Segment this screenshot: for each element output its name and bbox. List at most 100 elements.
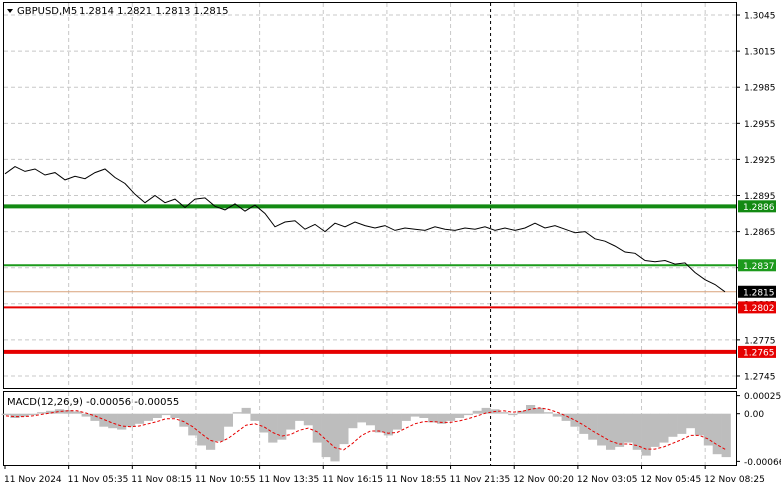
level-label-box-1.2886 [738, 200, 776, 213]
ohlc-values: 1.2814 1.2821 1.2813 1.2815 [79, 6, 229, 17]
x-tick-label: 11 Nov 08:15 [131, 475, 192, 485]
horizontal-levels[interactable] [4, 204, 736, 354]
level-label-box-1.2837 [738, 259, 776, 272]
macd-bar [63, 410, 73, 414]
x-tick-label: 12 Nov 05:45 [641, 475, 702, 485]
macd-bar [348, 413, 358, 429]
macd-bar [561, 413, 571, 421]
macd-bar [197, 413, 207, 446]
macd-bar [677, 413, 687, 434]
macd-bar [330, 413, 340, 462]
macd-bar [170, 413, 180, 418]
y-tick-label: 1.2925 [744, 156, 776, 166]
level-label-1.2815: 1.2815 [743, 288, 775, 298]
macd-bar [268, 413, 278, 443]
level-label-box-1.2802 [738, 301, 776, 314]
macd-bar [606, 413, 616, 450]
x-tick-label: 11 Nov 10:55 [195, 475, 256, 485]
macd-bar [277, 413, 287, 440]
macd-bar [206, 413, 216, 450]
macd-bar [472, 410, 482, 414]
symbol-label[interactable]: GBPUSD,M5 [17, 6, 77, 17]
macd-bar [54, 409, 65, 414]
macd-bar [694, 413, 705, 436]
macd-bar [188, 413, 198, 436]
macd-bar [46, 410, 56, 414]
macd-bar [703, 413, 713, 446]
level-label-box-1.2815 [738, 285, 776, 298]
macd-bar [117, 413, 127, 430]
macd-bar [623, 413, 633, 443]
macd-bar [99, 413, 109, 427]
macd-tick-label: 0.00025 [744, 392, 781, 402]
macd-bar [668, 413, 678, 437]
macd-bar [223, 413, 233, 427]
macd-bar [534, 407, 545, 414]
y-tick-label: 1.3015 [744, 48, 776, 58]
macd-bar [90, 413, 100, 421]
macd-bar [721, 413, 731, 458]
macd-bar [152, 413, 162, 418]
macd-bar [294, 413, 305, 421]
macd-bar [481, 407, 491, 414]
price-axis: 1.3045 1.3015 1.2985 1.2955 1.2925 1.2895 1.28… [736, 12, 776, 382]
y-tick-label: 1.2745 [744, 372, 776, 382]
macd-bar [72, 411, 82, 414]
macd-bar [10, 413, 20, 418]
macd-bar [570, 413, 580, 427]
macd-signal-line [5, 407, 727, 451]
macd-bar [499, 412, 509, 414]
macd-bar [588, 413, 598, 440]
macd-bar [383, 413, 393, 436]
macd-bar [357, 413, 367, 423]
x-tick-label: 11 Nov 18:55 [386, 475, 447, 485]
macd-bar [19, 413, 29, 417]
macd-bar [446, 413, 456, 421]
price-line [4, 166, 726, 293]
x-tick-label: 12 Nov 00:20 [513, 475, 574, 485]
macd-bar [392, 413, 402, 430]
macd-bar [28, 413, 38, 416]
macd-bar [659, 413, 669, 443]
macd-bar [232, 412, 242, 414]
macd-bar [374, 413, 385, 433]
x-tick-label: 11 Nov 16:15 [322, 475, 383, 485]
macd-bar [303, 413, 313, 426]
x-tick-label: 11 Nov 05:35 [68, 475, 129, 485]
macd-bar [126, 413, 136, 427]
macd-bar [401, 413, 411, 421]
macd-bar [1, 413, 11, 416]
y-tick-label: 1.2985 [744, 84, 776, 94]
macd-tick-label: 0.00 [744, 410, 764, 420]
level-label-1.2837: 1.2837 [743, 262, 775, 272]
macd-axis: 0.00025 0.00 -0.00066 [736, 392, 781, 468]
macd-bar [686, 413, 696, 429]
y-tick-label: 1.2895 [744, 192, 776, 202]
macd-bar [179, 413, 189, 427]
level-label-1.2802: 1.2802 [743, 304, 775, 314]
macd-bar [37, 412, 47, 414]
macd-bar [143, 413, 153, 421]
macd-label: MACD(12,26,9) -0.00056 -0.00055 [7, 397, 179, 408]
symbol-dropdown-arrow-icon[interactable] [7, 9, 13, 13]
y-tick-label: 1.2955 [744, 120, 776, 130]
level-price-labels: 1.2886 1.2837 1.2815 1.2802 1.2765 [738, 200, 776, 358]
y-tick-label: 1.2865 [744, 228, 776, 238]
price-series [4, 166, 726, 293]
macd-bar [410, 413, 420, 417]
x-tick-label: 12 Nov 03:05 [577, 475, 638, 485]
macd-bar [641, 413, 651, 456]
x-tick-label: 11 Nov 2024 [4, 475, 62, 485]
macd-bar [632, 413, 642, 450]
macd-bar [81, 413, 91, 417]
macd-bar [214, 413, 225, 442]
y-tick-label: 1.3045 [744, 12, 776, 22]
macd-bar [108, 413, 118, 429]
x-tick-label: 11 Nov 13:35 [259, 475, 320, 485]
macd-bar [650, 413, 660, 447]
macd-bar [428, 413, 438, 423]
macd-bar [250, 413, 260, 421]
macd-bar [614, 413, 625, 447]
